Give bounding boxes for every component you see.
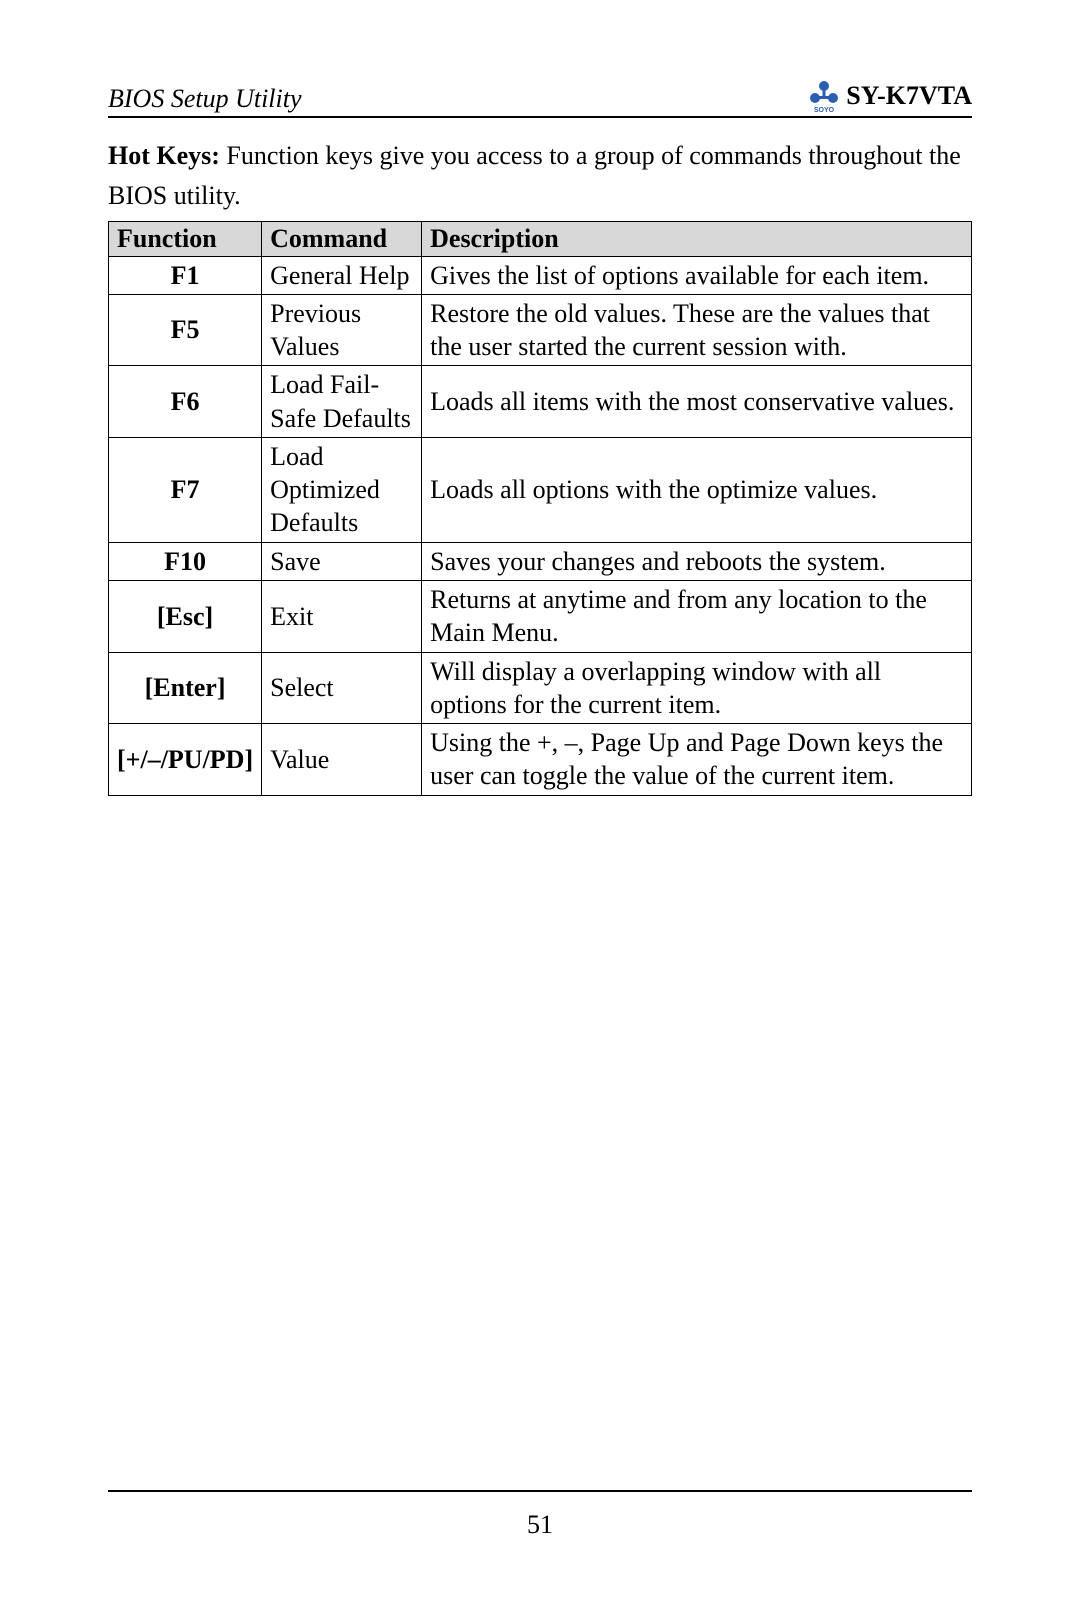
cell-function: F7 <box>109 437 262 542</box>
cell-function: F10 <box>109 542 262 580</box>
page-header: BIOS Setup Utility SOYO SY-K7VTA <box>108 78 972 118</box>
cell-function: [Enter] <box>109 652 262 724</box>
cell-description: Will display a overlapping window with a… <box>422 652 972 724</box>
page-number: 51 <box>527 1510 553 1539</box>
col-header-description: Description <box>422 221 972 256</box>
svg-text:SOYO: SOYO <box>814 107 835 114</box>
cell-description: Loads all items with the most conservati… <box>422 366 972 438</box>
cell-description: Using the +, –, Page Up and Page Down ke… <box>422 724 972 796</box>
col-header-function: Function <box>109 221 262 256</box>
table-row: F5 Previous Values Restore the old value… <box>109 294 972 366</box>
cell-function: [+/–/PU/PD] <box>109 724 262 796</box>
table-row: F10 Save Saves your changes and reboots … <box>109 542 972 580</box>
cell-command: Exit <box>262 580 422 652</box>
intro-bold-label: Hot Keys: <box>108 141 220 170</box>
header-right: SOYO SY-K7VTA <box>806 78 972 114</box>
table-row: [Enter] Select Will display a overlappin… <box>109 652 972 724</box>
cell-description: Restore the old values. These are the va… <box>422 294 972 366</box>
cell-command: Previous Values <box>262 294 422 366</box>
cell-command: Load Optimized Defaults <box>262 437 422 542</box>
table-row: [Esc] Exit Returns at anytime and from a… <box>109 580 972 652</box>
col-header-command: Command <box>262 221 422 256</box>
cell-function: F1 <box>109 256 262 294</box>
cell-function: [Esc] <box>109 580 262 652</box>
table-row: F6 Load Fail-Safe Defaults Loads all ite… <box>109 366 972 438</box>
cell-command: Select <box>262 652 422 724</box>
hotkeys-table: Function Command Description F1 General … <box>108 221 972 796</box>
header-left-title: BIOS Setup Utility <box>108 84 302 114</box>
cell-command: Value <box>262 724 422 796</box>
page-footer: 51 <box>108 1490 972 1540</box>
table-row: F1 General Help Gives the list of option… <box>109 256 972 294</box>
intro-paragraph: Hot Keys: Function keys give you access … <box>108 136 972 217</box>
cell-command: Load Fail-Safe Defaults <box>262 366 422 438</box>
table-row: F7 Load Optimized Defaults Loads all opt… <box>109 437 972 542</box>
cell-function: F6 <box>109 366 262 438</box>
soyo-logo-icon: SOYO <box>806 78 842 114</box>
cell-description: Returns at anytime and from any location… <box>422 580 972 652</box>
cell-function: F5 <box>109 294 262 366</box>
header-right-model: SY-K7VTA <box>846 81 972 111</box>
table-row: [+/–/PU/PD] Value Using the +, –, Page U… <box>109 724 972 796</box>
cell-command: General Help <box>262 256 422 294</box>
table-header-row: Function Command Description <box>109 221 972 256</box>
cell-description: Loads all options with the optimize valu… <box>422 437 972 542</box>
cell-description: Saves your changes and reboots the syste… <box>422 542 972 580</box>
intro-rest-text: Function keys give you access to a group… <box>108 141 961 210</box>
cell-description: Gives the list of options available for … <box>422 256 972 294</box>
footer-rule <box>108 1490 972 1492</box>
cell-command: Save <box>262 542 422 580</box>
